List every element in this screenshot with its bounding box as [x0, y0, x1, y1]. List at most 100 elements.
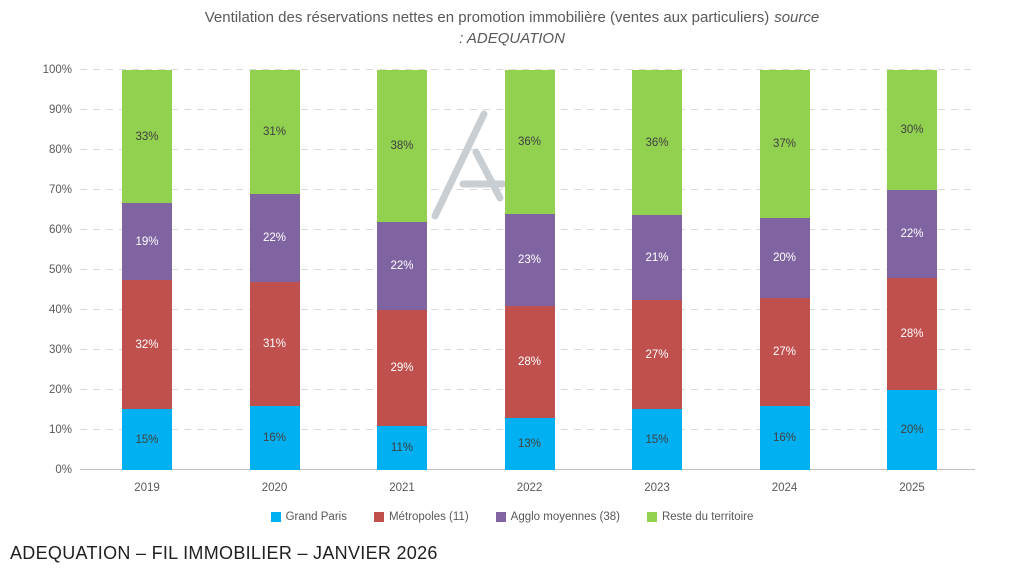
stacked-bar-2020: 16% 31% 22% 31%: [249, 70, 300, 470]
stacked-bar-2022: 13% 28% 23% 36%: [504, 70, 555, 470]
bar-segment: 15%: [122, 409, 172, 470]
y-tick-label: 40%: [48, 304, 72, 316]
bar-value-label: 16%: [772, 432, 797, 444]
chart-title-source-line2: : ADEQUATION: [459, 30, 565, 47]
stacked-bar-2021: 11% 29% 22% 38%: [377, 70, 427, 470]
legend-label: Reste du territoire: [661, 511, 754, 523]
bar-value-label: 30%: [900, 124, 924, 136]
bar-segment: 16%: [249, 406, 300, 470]
bar-value-label: 31%: [262, 338, 287, 350]
legend-item: Agglo moyennes (38): [495, 511, 620, 523]
bar-segment: 38%: [377, 70, 427, 222]
bar-value-label: 27%: [772, 346, 797, 358]
bar-value-label: 33%: [135, 130, 159, 143]
legend-item: Métropoles (11): [373, 511, 469, 523]
bar-segment: 28%: [504, 306, 555, 418]
bar-segment: 11%: [377, 426, 427, 470]
bar-value-label: 31%: [262, 126, 287, 138]
y-tick-label: 30%: [48, 344, 72, 356]
bar-segment: 33%: [122, 70, 172, 204]
plot-area: 15% 32% 19% 33% 2019 16% 31% 22% 31% 2020 11% 29% 22…: [80, 69, 975, 494]
bar-segment: 29%: [377, 310, 427, 426]
x-axis-label: 2025: [899, 482, 925, 494]
gridline: [80, 69, 975, 70]
stacked-bar-2019: 15% 32% 19% 33%: [122, 70, 172, 470]
x-axis-label: 2022: [516, 482, 543, 494]
x-axis-label: 2020: [261, 482, 288, 494]
bar-segment: 36%: [632, 70, 682, 216]
bar-segment: 30%: [887, 70, 937, 190]
x-axis-label: 2023: [644, 482, 670, 494]
stacked-bar-2025: 20% 28% 22% 30%: [887, 70, 937, 470]
bar-value-label: 28%: [900, 328, 924, 340]
bar-value-label: 28%: [517, 356, 542, 368]
y-tick-label: 100%: [42, 64, 72, 76]
legend-label: Agglo moyennes (38): [510, 511, 620, 523]
bar-value-label: 22%: [262, 232, 287, 244]
y-tick-label: 50%: [48, 264, 72, 276]
bar-value-label: 15%: [645, 433, 669, 446]
bar-segment: 21%: [632, 215, 682, 301]
y-tick-label: 70%: [48, 184, 72, 196]
y-tick-label: 10%: [48, 424, 72, 436]
bar-value-label: 16%: [262, 432, 287, 444]
bar-segment: 19%: [122, 203, 172, 281]
bar-segment: 28%: [887, 278, 937, 390]
bar-value-label: 20%: [900, 424, 924, 436]
bar-segment: 15%: [632, 409, 682, 470]
bar-value-label: 15%: [135, 433, 159, 446]
bar-value-label: 37%: [772, 138, 797, 150]
chart-title-source-word: source: [774, 9, 820, 26]
bar-segment: 36%: [504, 70, 555, 214]
legend: Grand Paris Métropoles (11) Agglo moyennes…: [0, 511, 1024, 523]
y-tick-label: 90%: [48, 104, 72, 116]
bar-value-label: 11%: [390, 442, 414, 454]
bar-segment: 22%: [887, 190, 937, 278]
stacked-bar-2023: 15% 27% 21% 36%: [632, 70, 682, 470]
x-axis-label: 2021: [389, 482, 415, 494]
bar-segment: 31%: [249, 70, 300, 194]
bar-value-label: 19%: [135, 235, 159, 248]
legend-item: Reste du territoire: [646, 511, 754, 523]
legend-label: Grand Paris: [285, 511, 347, 523]
footer-caption: ADEQUATION – FIL IMMOBILIER – JANVIER 20…: [10, 543, 438, 563]
legend-swatch: [373, 512, 384, 522]
bar-value-label: 13%: [517, 438, 542, 450]
bar-segment: 20%: [887, 390, 937, 470]
bar-value-label: 32%: [135, 338, 159, 351]
y-axis: 0% 10% 20% 30% 40% 50% 60% 70% 80% 90% 100%: [0, 64, 72, 476]
bar-segment: 22%: [249, 194, 300, 282]
x-axis-label: 2019: [134, 482, 160, 494]
bar-segment: 31%: [249, 282, 300, 406]
bar-segment: 16%: [759, 406, 810, 470]
bar-segment: 32%: [122, 280, 172, 410]
chart-title: Ventilation des réservations nettes en p…: [0, 7, 1024, 49]
bar-segment: 13%: [504, 418, 555, 470]
bar-value-label: 20%: [772, 252, 797, 264]
bar-segment: 27%: [759, 298, 810, 406]
bar-segment: 37%: [759, 70, 810, 218]
bar-segment: 20%: [759, 218, 810, 298]
legend-label: Métropoles (11): [388, 511, 469, 523]
legend-swatch: [646, 512, 657, 522]
bar-segment: 22%: [377, 222, 427, 310]
stacked-bar-2024: 16% 27% 20% 37%: [759, 70, 810, 470]
bar-value-label: 22%: [390, 260, 414, 272]
bar-value-label: 27%: [645, 348, 669, 361]
x-axis-label: 2024: [771, 482, 798, 494]
bar-value-label: 36%: [517, 136, 542, 148]
y-tick-label: 80%: [48, 144, 72, 156]
bar-segment: 27%: [632, 300, 682, 410]
bar-value-label: 29%: [390, 362, 414, 374]
legend-swatch: [495, 512, 506, 522]
bar-value-label: 36%: [645, 136, 669, 149]
y-tick-label: 60%: [48, 224, 72, 236]
bar-value-label: 22%: [900, 228, 924, 240]
bar-value-label: 21%: [645, 251, 669, 264]
legend-item: Grand Paris: [270, 511, 347, 523]
legend-swatch: [270, 512, 281, 522]
bar-segment: 23%: [504, 214, 555, 306]
bar-value-label: 23%: [517, 254, 542, 266]
y-tick-label: 20%: [48, 384, 72, 396]
